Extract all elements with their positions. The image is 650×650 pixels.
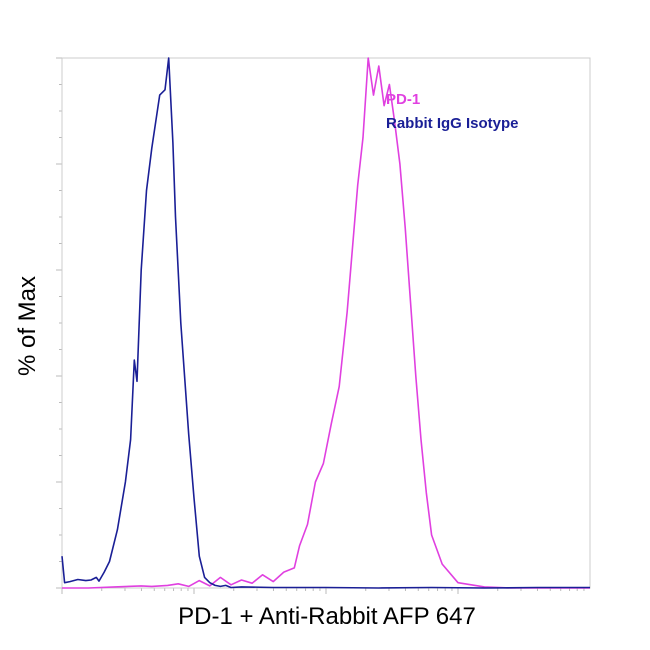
plot-frame — [61, 57, 591, 589]
series-layer — [61, 57, 590, 589]
x-axis-label: PD-1 + Anti-Rabbit AFP 647 — [178, 603, 476, 630]
x-axis-ticks — [61, 588, 585, 594]
y-axis-label: % of Max — [14, 275, 41, 377]
series-line-isotype — [61, 57, 590, 589]
series-line-pd1 — [62, 57, 590, 589]
legend-entry-pd1: PD-1 — [386, 91, 421, 108]
y-axis-ticks — [56, 57, 62, 589]
legend-entry-isotype: Rabbit IgG Isotype — [386, 115, 519, 132]
legend: PD-1 Rabbit IgG Isotype — [386, 88, 519, 136]
